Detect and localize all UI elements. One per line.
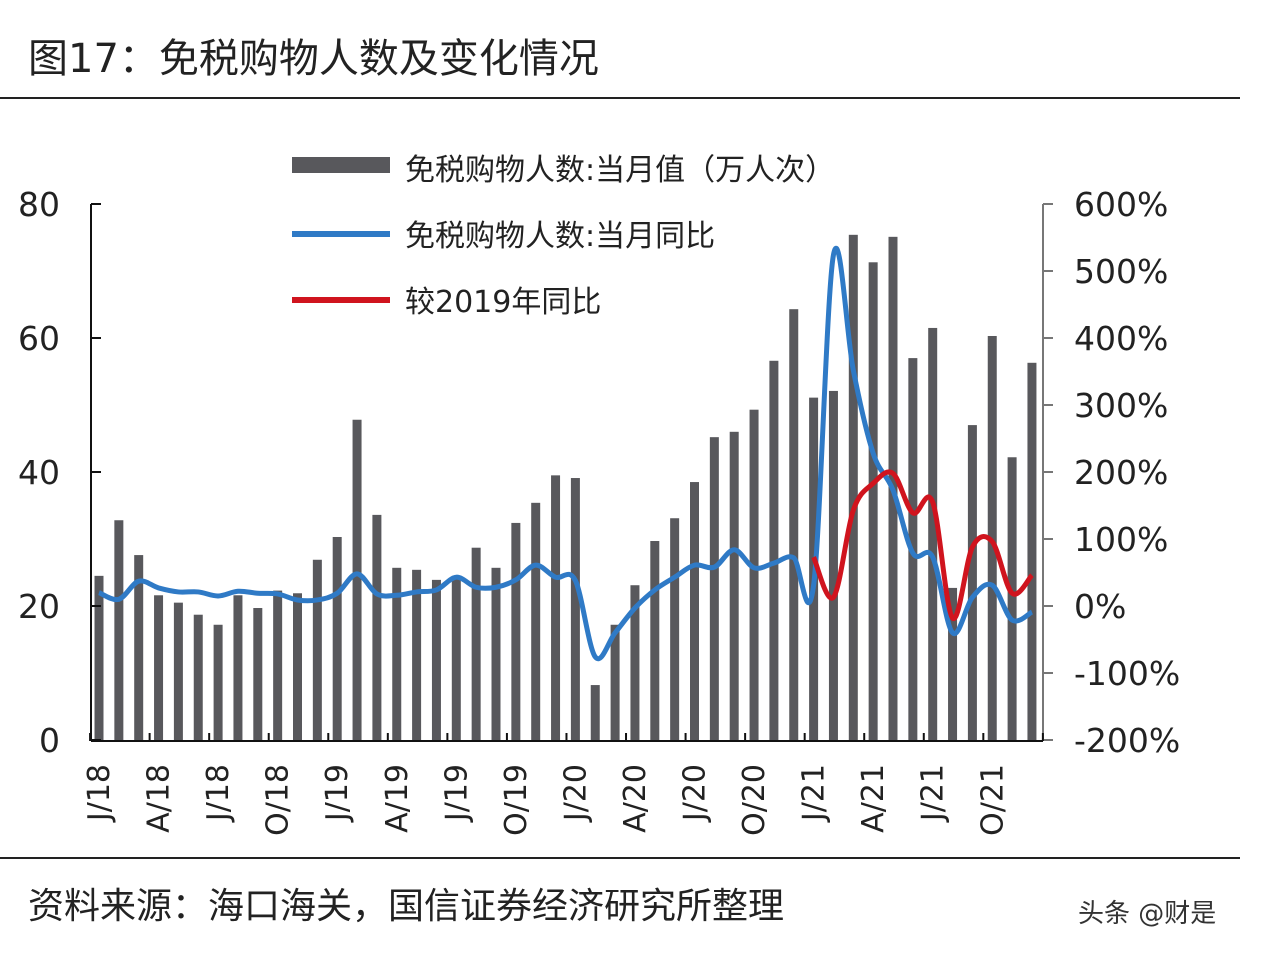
bar-series	[94, 234, 1037, 740]
bar-2019-01	[332, 536, 342, 740]
legend-label-yoy: 免税购物人数:当月同比	[405, 219, 715, 254]
bar-2018-04	[154, 595, 164, 740]
right-tick-label: 300%	[1074, 386, 1168, 425]
bar-2020-05	[650, 541, 660, 740]
x-tick-label: J/20	[678, 764, 713, 823]
x-tick-label: J/21	[916, 764, 951, 823]
bar-2021-09	[967, 425, 977, 740]
x-tick-label: O/19	[499, 764, 534, 836]
bar-2020-09	[729, 431, 739, 740]
bar-2019-12	[551, 475, 561, 740]
bar-2021-10	[987, 335, 997, 740]
bar-2020-08	[709, 437, 719, 740]
bar-2019-04	[392, 567, 402, 740]
bar-2020-11	[769, 360, 779, 740]
bar-2020-01	[570, 478, 580, 740]
bar-2018-03	[134, 555, 144, 740]
bar-2019-09	[491, 567, 501, 740]
bar-2019-11	[531, 502, 541, 740]
bar-2018-07	[213, 624, 223, 740]
bar-2018-11	[293, 593, 302, 740]
legend: 免税购物人数:当月值（万人次） 免税购物人数:当月同比 较2019年同比	[292, 153, 835, 320]
x-tick-label: J/18	[82, 764, 117, 823]
bar-2021-12	[1027, 362, 1037, 740]
x-tick-label: J/19	[439, 764, 474, 823]
left-tick-label: 0	[39, 721, 60, 760]
left-tick-label: 60	[18, 319, 60, 358]
x-tick-label: A/20	[618, 764, 653, 833]
bar-2019-06	[431, 579, 441, 740]
legend-swatch-bars	[292, 157, 390, 173]
bar-2020-07	[690, 482, 699, 740]
bar-2019-07	[451, 575, 461, 740]
x-tick-label: J/18	[201, 764, 236, 823]
bar-2021-07	[928, 327, 938, 740]
x-tick-label: O/18	[261, 764, 296, 836]
right-tick-label: 600%	[1074, 185, 1168, 224]
bar-2020-10	[749, 409, 759, 740]
bar-2021-08	[948, 587, 958, 740]
x-tick-label: A/19	[380, 764, 415, 833]
x-tick-label: J/19	[320, 764, 355, 823]
bar-2018-06	[193, 614, 203, 740]
bar-2018-02	[114, 520, 124, 740]
bar-2018-10	[273, 590, 283, 740]
bar-2019-08	[471, 547, 481, 740]
x-tick-label: J/20	[558, 764, 593, 823]
bar-2018-05	[173, 602, 183, 740]
line-series	[97, 245, 1034, 662]
watermark: 头条 @财是	[1078, 899, 1216, 929]
x-tick-label: O/21	[975, 764, 1010, 836]
bar-2019-10	[511, 522, 521, 740]
right-tick-label: 500%	[1074, 252, 1168, 291]
bar-2019-02	[352, 419, 362, 740]
x-tick-label: J/21	[797, 764, 832, 823]
x-tick-label: A/18	[142, 764, 177, 833]
left-tick-label: 80	[18, 185, 60, 224]
left-tick-label: 40	[18, 453, 60, 492]
bar-2020-02	[590, 685, 600, 740]
source-note: 资料来源：海口海关，国信证券经济研究所整理	[28, 886, 784, 927]
bar-2021-04	[868, 262, 878, 740]
bar-2021-11	[1007, 457, 1017, 740]
bar-2021-03	[848, 234, 858, 740]
bar-2020-03	[610, 624, 620, 740]
bar-2018-01	[94, 575, 104, 740]
right-tick-label: -200%	[1074, 721, 1180, 760]
right-tick-label: 200%	[1074, 453, 1168, 492]
axis-ticks: 0 20 40 60 80 -200% -100% 0% 100% 200% 300% 400% 500…	[18, 185, 1180, 836]
chart-title: 图17：免税购物人数及变化情况	[28, 36, 599, 82]
right-tick-label: 100%	[1074, 520, 1168, 559]
bar-2020-04	[630, 585, 640, 740]
bar-2018-08	[233, 595, 243, 740]
bar-2021-02	[828, 390, 838, 740]
bar-2018-12	[312, 559, 322, 740]
bar-2020-06	[670, 518, 680, 740]
bar-2018-09	[253, 608, 263, 740]
bar-2019-03	[372, 514, 382, 740]
legend-label-vs2019: 较2019年同比	[405, 285, 601, 320]
bar-2020-12	[789, 309, 799, 740]
right-tick-label: -100%	[1074, 654, 1180, 693]
right-tick-label: 400%	[1074, 319, 1168, 358]
bar-2019-05	[412, 569, 422, 740]
left-tick-label: 20	[18, 587, 60, 626]
right-tick-label: 0%	[1074, 587, 1126, 626]
x-tick-label: O/20	[737, 764, 772, 836]
x-tick-label: A/21	[856, 764, 891, 833]
legend-label-bars: 免税购物人数:当月值（万人次）	[405, 153, 835, 188]
